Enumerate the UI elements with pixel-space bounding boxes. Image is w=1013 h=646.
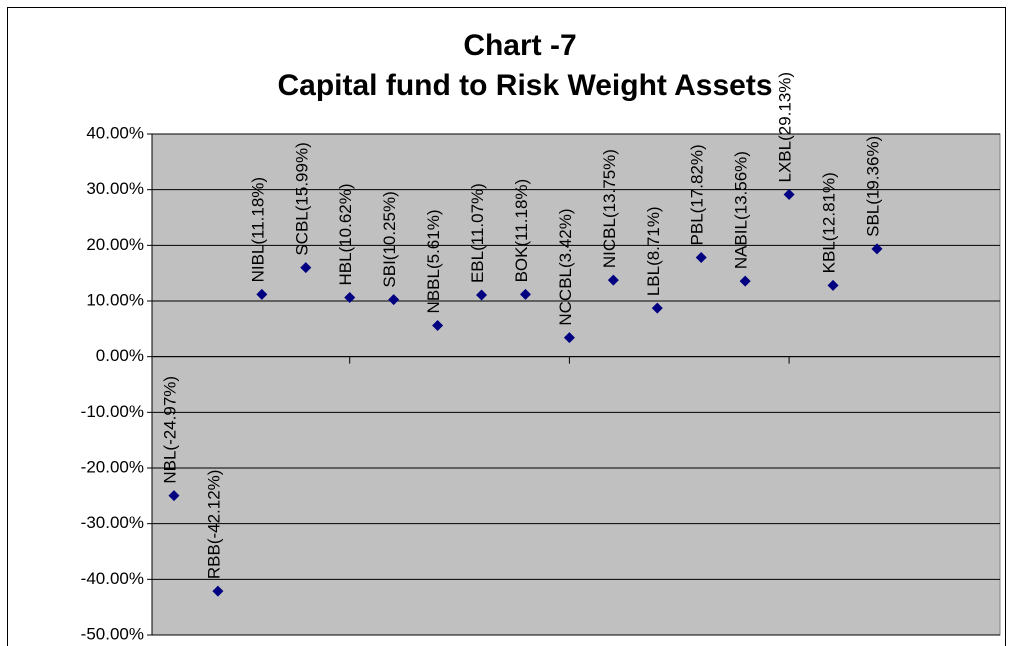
point <box>827 279 839 291</box>
y-tick-label: 40.00% <box>86 123 144 142</box>
y-tick-label: 10.00% <box>86 290 144 309</box>
point <box>344 292 356 304</box>
point <box>168 490 180 502</box>
y-tick-label: -10.00% <box>81 402 144 421</box>
y-tick-label: -40.00% <box>81 569 144 588</box>
data-label: PBL(17.82%) <box>688 144 707 245</box>
data-label: RBB(-42.12%) <box>204 470 223 580</box>
y-tick-label: -30.00% <box>81 513 144 532</box>
point <box>651 302 663 314</box>
point <box>695 251 707 263</box>
y-tick-label: 30.00% <box>86 179 144 198</box>
point <box>519 288 531 300</box>
chart-title: Chart -7 <box>463 29 576 62</box>
y-tick-label: -20.00% <box>81 457 144 476</box>
data-label: SBI(10.25%) <box>380 191 399 287</box>
data-label: BOK(11.18%) <box>512 179 531 283</box>
chart-subtitle: Capital fund to Risk Weight Assets <box>277 69 772 102</box>
point <box>871 243 883 255</box>
point <box>783 189 795 201</box>
data-label: NICBL(13.75%) <box>600 149 619 268</box>
point <box>212 585 224 597</box>
data-label: LXBL(29.13%) <box>776 72 795 183</box>
data-label: NBL(-24.97%) <box>160 376 179 484</box>
point <box>388 294 400 306</box>
y-tick-label: -50.00% <box>81 624 144 643</box>
data-label: NCCBL(3.42%) <box>556 208 575 325</box>
point <box>300 262 312 274</box>
point <box>607 274 619 286</box>
data-label: NBBL(5.61%) <box>424 210 443 314</box>
data-label: KBL(12.81%) <box>820 172 839 273</box>
point <box>563 332 575 344</box>
data-label: EBL(11.07%) <box>468 183 487 283</box>
data-label: SBL(19.36%) <box>863 136 882 237</box>
point <box>256 288 268 300</box>
point <box>432 319 444 331</box>
point <box>739 275 751 287</box>
y-tick-label: 0.00% <box>96 346 144 365</box>
data-label: NABIL(13.56%) <box>732 151 751 269</box>
y-tick-label: 20.00% <box>86 235 144 254</box>
data-label: NIBL(11.18%) <box>248 177 267 283</box>
data-label: LBL(8.71%) <box>644 206 663 296</box>
data-label: SCBL(15.99%) <box>292 142 311 255</box>
point <box>476 289 488 301</box>
plot-area <box>151 133 1001 636</box>
data-label: HBL(10.62%) <box>336 183 355 285</box>
